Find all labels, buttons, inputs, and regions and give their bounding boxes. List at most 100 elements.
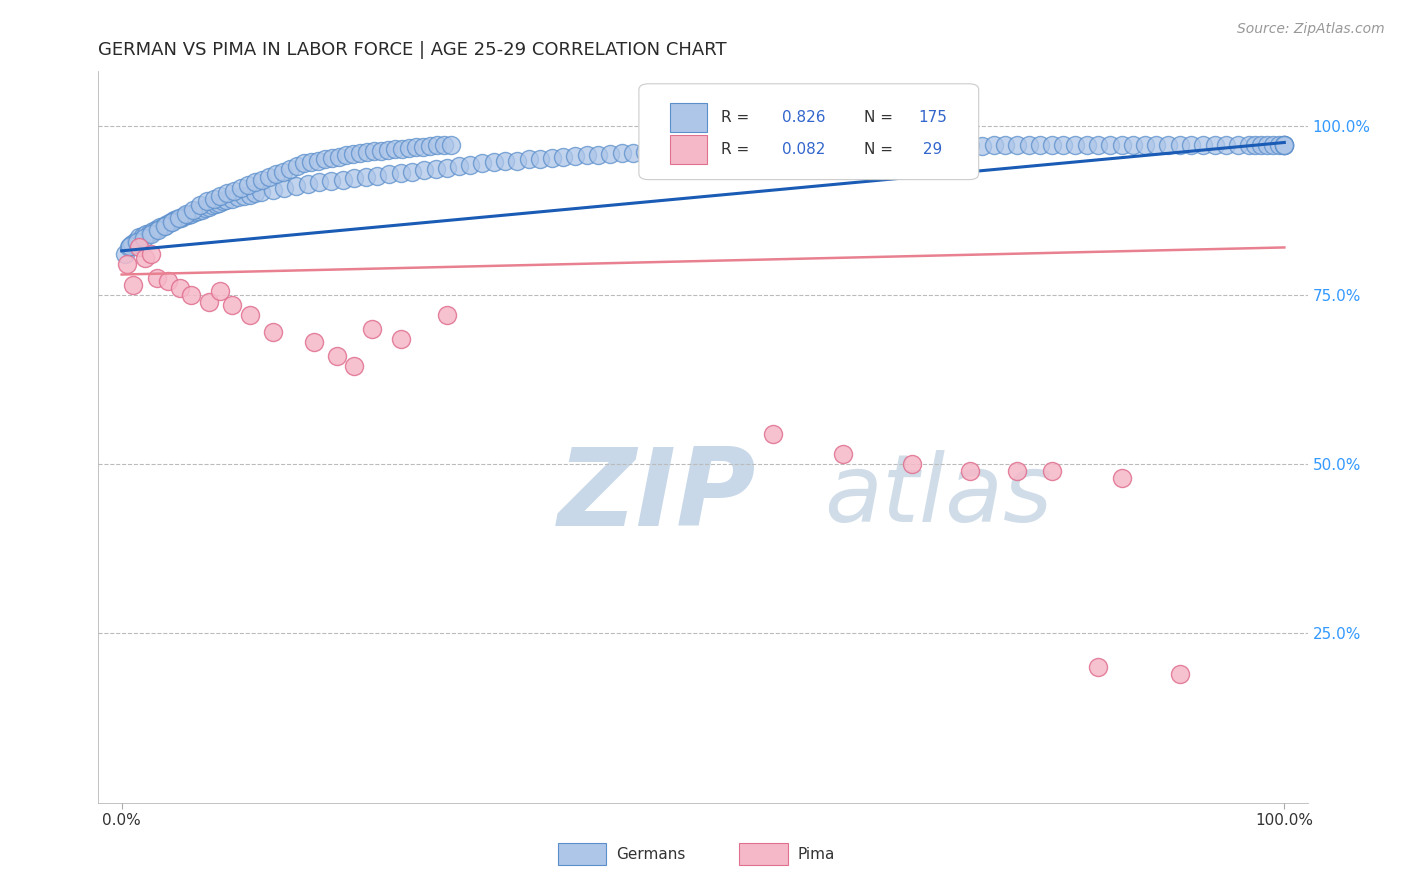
Point (145, 222, 167, 236)
Point (184, 205, 207, 219)
Point (413, 163, 436, 178)
Text: Source: ZipAtlas.com: Source: ZipAtlas.com (1237, 22, 1385, 37)
Point (924, 139, 946, 153)
Point (131, 229, 153, 244)
Point (153, 219, 176, 233)
Point (314, 153, 336, 167)
Point (169, 281, 191, 295)
Point (297, 177, 319, 191)
Point (117, 257, 139, 271)
Point (377, 143, 399, 157)
Text: 29: 29 (918, 142, 942, 157)
Point (132, 231, 155, 245)
Point (224, 184, 246, 198)
Point (1168, 667, 1191, 681)
Point (170, 211, 193, 225)
Point (138, 226, 160, 240)
Point (912, 137, 935, 152)
Point (540, 151, 562, 165)
Point (245, 176, 267, 190)
Point (180, 206, 202, 220)
Point (366, 169, 388, 183)
Point (118, 240, 141, 254)
Point (342, 147, 364, 161)
Point (1192, 138, 1215, 153)
Point (198, 294, 221, 309)
Point (994, 137, 1017, 152)
Point (398, 141, 420, 155)
Point (215, 193, 238, 207)
Point (460, 158, 482, 172)
Point (128, 230, 150, 244)
Point (844, 140, 866, 154)
Point (157, 274, 180, 288)
Point (146, 223, 169, 237)
Point (180, 288, 202, 302)
Point (128, 240, 150, 254)
Point (221, 192, 243, 206)
Point (703, 142, 725, 156)
Point (1272, 137, 1295, 152)
Point (1122, 138, 1144, 153)
FancyBboxPatch shape (638, 84, 979, 179)
Point (1064, 137, 1087, 152)
Point (1133, 137, 1156, 152)
Point (121, 237, 143, 252)
Point (553, 150, 575, 164)
Point (1111, 471, 1133, 485)
Point (174, 206, 197, 220)
Point (1040, 137, 1063, 152)
Point (370, 144, 392, 158)
Point (278, 161, 301, 176)
Point (1239, 137, 1261, 152)
Point (1215, 137, 1237, 152)
Point (588, 147, 610, 161)
Point (657, 144, 679, 158)
Point (211, 194, 233, 209)
Point (1005, 138, 1028, 153)
Point (221, 298, 243, 312)
Point (198, 200, 221, 214)
Point (262, 183, 284, 197)
Text: R =: R = (721, 142, 754, 157)
Point (195, 194, 218, 209)
Point (1180, 137, 1202, 152)
Point (610, 146, 633, 161)
Point (1226, 138, 1249, 153)
Point (139, 227, 162, 241)
Point (855, 137, 877, 152)
Point (1244, 137, 1267, 152)
Point (389, 332, 412, 346)
Point (142, 223, 165, 237)
Text: atlas: atlas (824, 450, 1052, 541)
Point (1018, 137, 1040, 152)
Point (363, 145, 385, 159)
Point (245, 186, 267, 201)
Point (391, 142, 413, 156)
Point (762, 140, 785, 154)
FancyBboxPatch shape (558, 843, 606, 865)
Text: 0.082: 0.082 (782, 142, 825, 157)
Point (959, 137, 981, 152)
Point (831, 447, 853, 461)
Point (389, 166, 412, 180)
Point (936, 137, 959, 152)
Point (232, 189, 254, 203)
Point (970, 139, 993, 153)
Point (343, 359, 366, 373)
Point (378, 167, 401, 181)
Point (482, 155, 505, 169)
Point (1272, 138, 1295, 153)
Text: R =: R = (721, 110, 754, 125)
Point (738, 141, 761, 155)
Point (149, 220, 172, 235)
Point (440, 137, 463, 152)
Point (326, 349, 349, 363)
Point (299, 155, 322, 169)
Point (762, 426, 785, 441)
Point (494, 154, 516, 169)
Point (163, 213, 186, 227)
Point (877, 139, 900, 153)
Point (360, 322, 382, 336)
Point (749, 140, 772, 154)
